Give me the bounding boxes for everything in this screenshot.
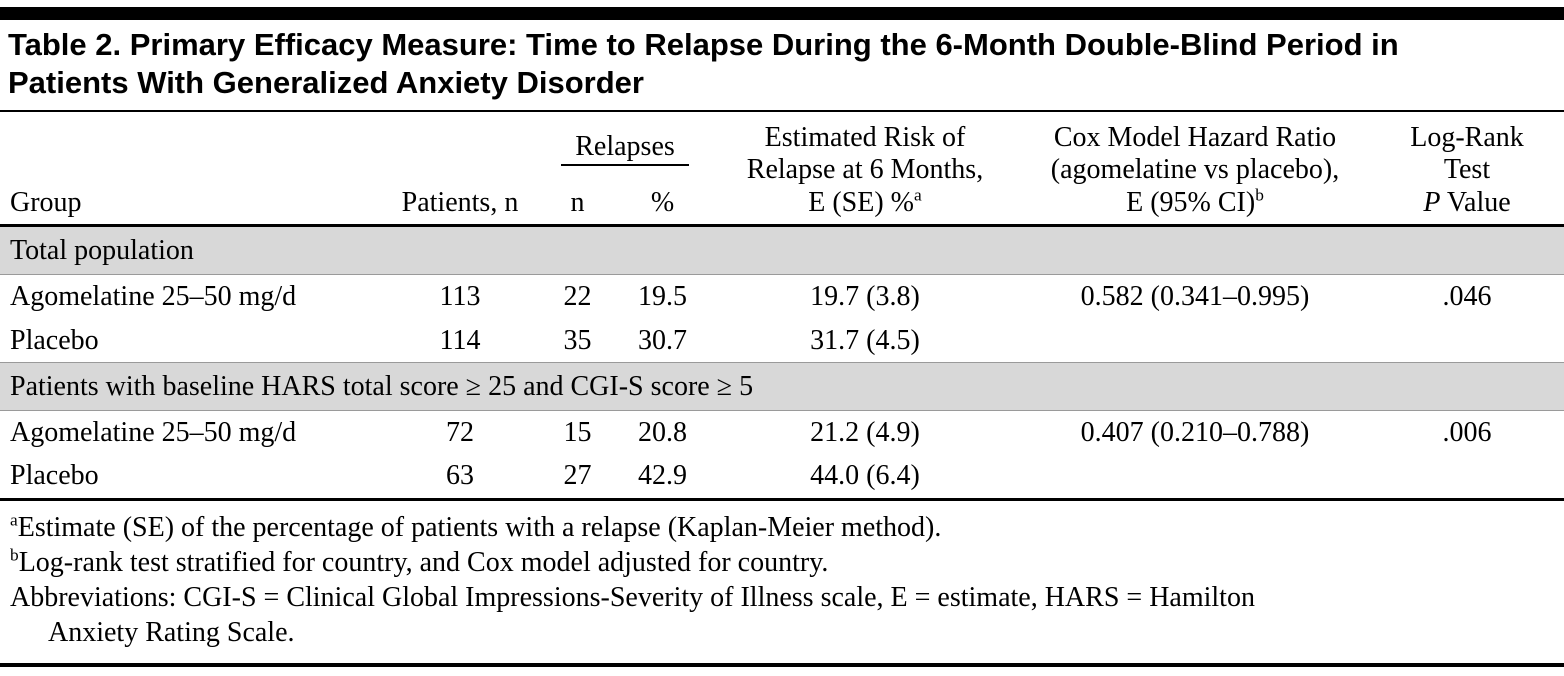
cell-estimated-risk: 19.7 (3.8) [810,281,920,313]
footnote-b-marker: b [10,545,19,565]
cell-group: Agomelatine 25–50 mg/d [10,281,297,313]
estimated-risk-line2: Relapse at 6 Months, [746,154,984,186]
cell-relapses-pct: 20.8 [638,417,687,449]
top-rule-bar [0,7,1564,20]
footnote-b: bLog-rank test stratified for country, a… [10,546,1554,580]
cell-relapses-n: 35 [563,324,592,356]
section-row-total-population: Total population [0,225,1564,276]
cell-relapses-pct: 42.9 [615,454,710,501]
header-row-sub: n % [0,171,1564,228]
column-header-group: Group [0,111,380,228]
paper-table-page: Table 2. Primary Efficacy Measure: Time … [0,7,1564,676]
efficacy-table: Group Patients, n Relapses Estimated Ris… [0,111,1564,501]
cell-group: Placebo [10,324,99,356]
cell-relapses-n: 22 [563,281,592,313]
estimated-risk-line1: Estimated Risk of [764,121,966,153]
cell-estimated-risk: 21.2 (4.9) [810,417,920,449]
cell-pvalue: .006 [1442,417,1492,449]
cell-cox-hazard-ratio [1020,319,1370,363]
cox-line1: Cox Model Hazard Ratio [1053,121,1337,153]
cell-patients-n: 63 [380,454,540,501]
cell-patients-n: 114 [439,324,481,356]
footnote-b-text: Log-rank test stratified for country, an… [18,546,829,578]
table-title-line1: Table 2. Primary Efficacy Measure: Time … [8,27,1399,62]
data-row-placebo-total: Placebo 114 35 30.7 31.7 (4.5) [0,319,1564,363]
cox-line3: E (95% CI)b [1026,185,1364,219]
cell-cox-hazard-ratio: 0.582 (0.341–0.995) [1080,281,1310,313]
header-row-top: Group Patients, n Relapses Estimated Ris… [0,111,1564,228]
table-title: Table 2. Primary Efficacy Measure: Time … [0,20,1564,112]
column-header-patients: Patients, n [380,111,540,228]
footnotes: aEstimate (SE) of the percentage of pati… [0,501,1564,658]
footnote-marker-a: a [914,185,922,205]
column-header-relapses: Relapses [540,112,710,171]
cell-group: Placebo [0,454,380,501]
footnote-a-text: Estimate (SE) of the percentage of patie… [17,511,942,543]
section-label: Total population [0,225,1564,276]
column-header-logrank-pvalue: Log-Rank Test P Value [1370,111,1564,228]
logrank-line3: P Value [1376,187,1558,219]
data-row-placebo-subgroup: Placebo 63 27 42.9 44.0 (6.4) [0,454,1564,501]
relapses-spanner-label: Relapses [561,131,689,167]
estimated-risk-line3: E (SE) %a [716,185,1014,219]
column-header-cox-hazard-ratio: Cox Model Hazard Ratio (agomelatine vs p… [1020,111,1370,228]
cell-cox-hazard-ratio: 0.407 (0.210–0.788) [1080,417,1310,449]
column-header-estimated-risk: Estimated Risk of Relapse at 6 Months, E… [710,111,1020,228]
cell-pvalue [1370,454,1564,501]
cell-relapses-pct: 30.7 [638,324,687,356]
cell-estimated-risk: 44.0 (6.4) [710,454,1020,501]
footnote-abbreviations-line1: Abbreviations: CGI-S = Clinical Global I… [10,581,1255,613]
cell-patients-n: 72 [446,417,474,449]
cell-relapses-n: 27 [540,454,615,501]
cell-pvalue [1370,319,1564,363]
logrank-line2: Test [1443,154,1491,186]
value-label: Value [1446,186,1511,218]
data-row-agomelatine-total: Agomelatine 25–50 mg/d 113 22 19.5 19.7 … [0,275,1564,319]
footnote-abbreviations-line2: Anxiety Rating Scale. [48,617,295,649]
table-header: Group Patients, n Relapses Estimated Ris… [0,111,1564,228]
cell-relapses-n: 15 [563,417,592,449]
data-row-agomelatine-subgroup: Agomelatine 25–50 mg/d 72 15 20.8 21.2 (… [0,411,1564,455]
column-header-relapses-pct: % [615,171,710,228]
cell-relapses-pct: 19.5 [638,281,687,313]
table-title-line2: Patients With Generalized Anxiety Disord… [8,64,644,100]
estimated-risk-label: E (SE) % [808,186,915,218]
cell-cox-hazard-ratio [1020,454,1370,501]
column-header-relapses-n: n [540,171,615,228]
cox-line2: (agomelatine vs placebo), [1050,154,1340,186]
footnote-a-marker: a [10,510,18,530]
section-label: Patients with baseline HARS total score … [0,361,1564,412]
section-row-severe-subgroup: Patients with baseline HARS total score … [0,361,1564,412]
logrank-line1: Log-Rank [1410,121,1524,153]
p-italic: P [1423,186,1441,218]
cell-patients-n: 113 [439,281,481,313]
cell-pvalue: .046 [1442,281,1492,313]
table-body: Total population Agomelatine 25–50 mg/d … [0,225,1564,501]
bottom-rule-bar [0,663,1564,668]
footnote-marker-b: b [1255,185,1264,205]
cell-group: Agomelatine 25–50 mg/d [10,417,297,449]
footnote-a: aEstimate (SE) of the percentage of pati… [10,511,1554,545]
cox-ci-label: E (95% CI) [1126,186,1256,218]
cell-estimated-risk: 31.7 (4.5) [810,324,920,356]
